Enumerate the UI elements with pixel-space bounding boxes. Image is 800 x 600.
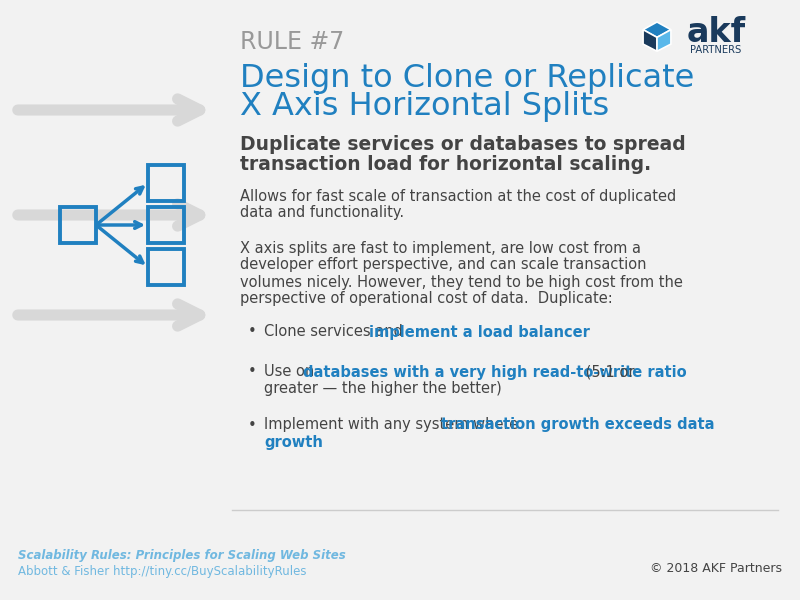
- Bar: [148, 249, 184, 285]
- Text: data and functionality.: data and functionality.: [240, 205, 404, 220]
- Polygon shape: [643, 22, 671, 37]
- Text: Clone services and: Clone services and: [264, 325, 407, 340]
- Text: Allows for fast scale of transaction at the cost of duplicated: Allows for fast scale of transaction at …: [240, 188, 676, 203]
- Bar: [60, 207, 96, 243]
- Text: X axis splits are fast to implement, are low cost from a: X axis splits are fast to implement, are…: [240, 241, 641, 256]
- Text: © 2018 AKF Partners: © 2018 AKF Partners: [650, 562, 782, 575]
- Text: implement a load balancer: implement a load balancer: [369, 325, 590, 340]
- Text: growth: growth: [264, 434, 323, 449]
- Text: transaction growth exceeds data: transaction growth exceeds data: [441, 418, 714, 433]
- Text: Use on: Use on: [264, 364, 319, 379]
- Text: greater — the higher the better): greater — the higher the better): [264, 382, 502, 397]
- Polygon shape: [643, 29, 657, 51]
- Text: transaction load for horizontal scaling.: transaction load for horizontal scaling.: [240, 154, 651, 173]
- Text: Design to Clone or Replicate: Design to Clone or Replicate: [240, 62, 694, 94]
- Text: Implement with any system where: Implement with any system where: [264, 418, 523, 433]
- Text: Scalability Rules: Principles for Scaling Web Sites: Scalability Rules: Principles for Scalin…: [18, 550, 346, 563]
- Text: X Axis Horizontal Splits: X Axis Horizontal Splits: [240, 91, 610, 121]
- Text: •: •: [248, 325, 257, 340]
- Text: developer effort perspective, and can scale transaction: developer effort perspective, and can sc…: [240, 257, 646, 272]
- Text: perspective of operational cost of data.  Duplicate:: perspective of operational cost of data.…: [240, 292, 613, 307]
- Text: PARTNERS: PARTNERS: [690, 45, 742, 55]
- Text: volumes nicely. However, they tend to be high cost from the: volumes nicely. However, they tend to be…: [240, 275, 683, 289]
- Text: Duplicate services or databases to spread: Duplicate services or databases to sprea…: [240, 134, 686, 154]
- Text: RULE #7: RULE #7: [240, 30, 344, 54]
- Text: databases with a very high read-to-write ratio: databases with a very high read-to-write…: [302, 364, 686, 379]
- Text: (5:1 or: (5:1 or: [581, 364, 634, 379]
- Text: akf: akf: [687, 16, 746, 49]
- Bar: [148, 207, 184, 243]
- Polygon shape: [657, 29, 671, 51]
- Text: •: •: [248, 418, 257, 433]
- Text: Abbott & Fisher http://tiny.cc/BuyScalabilityRules: Abbott & Fisher http://tiny.cc/BuyScalab…: [18, 565, 306, 578]
- Text: •: •: [248, 364, 257, 379]
- Bar: [148, 165, 184, 201]
